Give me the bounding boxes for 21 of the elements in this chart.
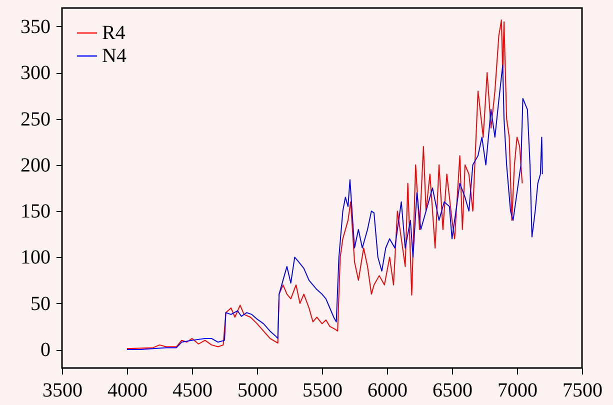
line-series (126, 64, 543, 350)
x-tick-label: 6500 (432, 380, 472, 402)
x-tick-label: 4500 (172, 380, 212, 402)
x-tick-label: 6000 (368, 380, 408, 402)
x-tick-label: 5000 (238, 380, 278, 402)
y-tick-label: 0 (40, 339, 50, 362)
y-tick-label: 200 (20, 154, 50, 176)
legend-label: R4 (102, 22, 126, 44)
x-tick-label: 7500 (562, 380, 602, 402)
y-tick-label: 250 (20, 108, 50, 130)
x-tick-label: 7000 (498, 380, 538, 402)
legend-label: N4 (102, 45, 126, 67)
y-tick-label: 150 (20, 200, 50, 223)
y-tick-label: 100 (20, 246, 50, 269)
line-series (126, 20, 523, 350)
y-tick-label: 350 (20, 16, 50, 38)
y-tick-label: 300 (20, 62, 50, 84)
x-tick-label: 4000 (108, 380, 148, 402)
x-tick-label: 3500 (42, 380, 82, 402)
x-tick-label: 5500 (302, 380, 342, 402)
y-tick-label: 50 (30, 292, 50, 315)
